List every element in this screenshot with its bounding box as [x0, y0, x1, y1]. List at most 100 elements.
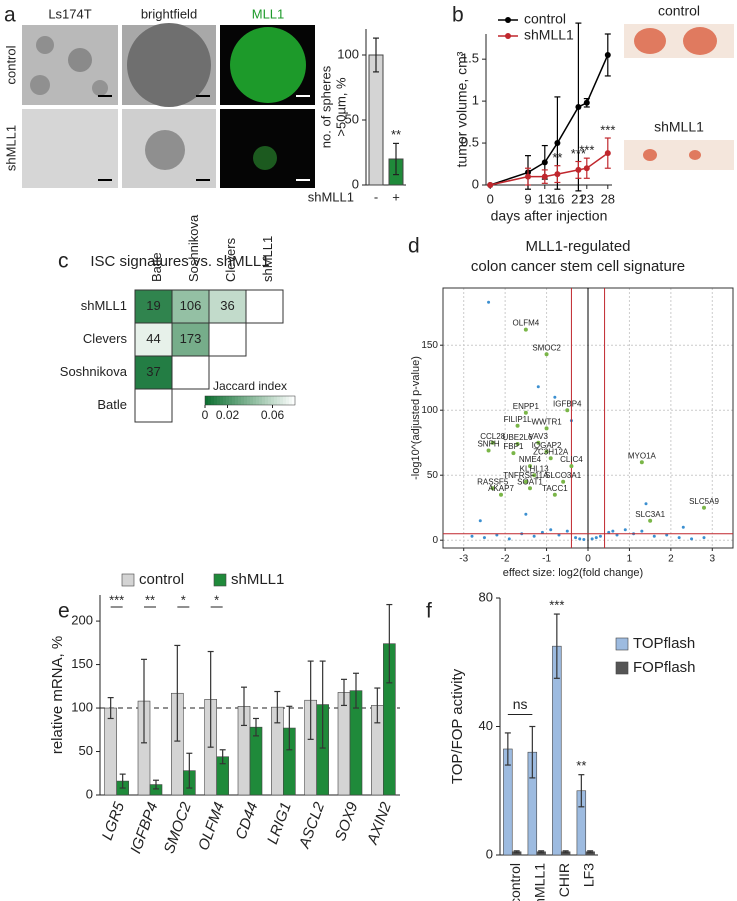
row-label: shMLL1	[3, 125, 18, 171]
x-tick-label: 23	[580, 191, 594, 206]
gene-label: SOAT1	[517, 477, 543, 486]
panel-label: e	[58, 600, 70, 623]
gene-label: SLC3A1	[635, 510, 665, 519]
sphere	[230, 27, 306, 103]
gene-point	[499, 492, 503, 497]
y-tick-label: 0	[472, 176, 479, 191]
x-tick-label: CHIR	[556, 863, 572, 897]
empty-cell	[245, 289, 284, 324]
gene-point	[639, 460, 644, 465]
panel-label: b	[452, 4, 464, 27]
colorbar-step	[247, 396, 251, 405]
x-tick-label: +	[392, 189, 400, 204]
colorbar-step	[250, 396, 254, 405]
y-axis-label: no. of spheres	[318, 65, 333, 148]
colorbar-step	[280, 396, 284, 405]
legend-label: shMLL1	[524, 27, 574, 43]
gene-point	[544, 426, 549, 431]
cell	[208, 289, 247, 324]
y-tick-label: 200	[71, 613, 93, 628]
panel-label: f	[426, 600, 432, 623]
gene-point	[544, 352, 549, 357]
point	[554, 171, 561, 178]
legend-label: TOPflash	[633, 635, 695, 652]
column-label: shMLL1	[260, 236, 275, 282]
panel-label: d	[408, 235, 420, 258]
gene-label: CCL28	[480, 432, 505, 441]
significance: **	[576, 758, 586, 773]
gene-label: CLIC4	[560, 455, 583, 464]
x-tick-label: 0	[585, 554, 591, 565]
colorbar-step	[256, 396, 260, 405]
point	[553, 395, 557, 399]
gene-point	[523, 327, 528, 332]
gene-label: NME4	[519, 455, 542, 464]
sphere	[253, 146, 277, 170]
y-tick-label: 0	[486, 846, 493, 861]
tumor	[683, 27, 717, 55]
legend-label: control	[139, 571, 184, 588]
y-axis-label: TOP/FOP activity	[449, 668, 466, 784]
gene-label: UBE2L6	[503, 433, 533, 442]
colorbar-step	[262, 396, 266, 405]
gene-point	[702, 505, 706, 510]
point	[487, 300, 491, 304]
column-label: Ls174T	[48, 6, 91, 21]
colorbar-step	[277, 396, 281, 405]
gene-label: TACC1	[542, 484, 568, 493]
significance: ***	[579, 143, 594, 158]
cell	[134, 289, 173, 324]
gene-label: IGFBP4	[553, 399, 582, 408]
cell-label: 19	[146, 298, 160, 313]
y-tick-label: 0.5	[461, 134, 479, 149]
colorbar-label: Jaccard index	[213, 379, 287, 393]
point	[583, 99, 590, 106]
colorbar-step	[226, 396, 230, 405]
photo	[624, 140, 734, 170]
colorbar-tick-label: 0	[202, 408, 209, 422]
colorbar-step	[268, 396, 272, 405]
gene-point	[515, 442, 520, 446]
cell	[134, 322, 173, 357]
y-tick-label: 100	[71, 699, 93, 714]
y-tick-label: 150	[421, 340, 438, 351]
gene-label: WWTR1	[531, 418, 562, 427]
point	[541, 159, 548, 166]
gene-point	[528, 464, 532, 469]
point	[578, 537, 582, 541]
point	[575, 103, 582, 110]
significance: ns	[513, 696, 528, 712]
empty-cell	[134, 388, 173, 423]
colorbar-step	[241, 396, 245, 405]
bar	[104, 707, 117, 796]
legend-swatch	[121, 573, 135, 587]
gene-point	[536, 440, 541, 445]
gene-point	[490, 486, 495, 491]
colorbar-tick-label: 0.06	[261, 408, 285, 422]
colorbar-step	[238, 396, 242, 405]
gene-point	[569, 464, 574, 469]
x-tick-label: LF3	[580, 863, 596, 887]
point	[644, 502, 648, 506]
gene-label: SLCO3A1	[545, 471, 582, 480]
legend-swatch	[615, 637, 629, 651]
y-tick-label: 1.5	[461, 51, 479, 66]
point	[604, 51, 611, 58]
point	[478, 519, 482, 523]
gene-label: SLC5A9	[689, 497, 719, 506]
gene-label: AKAP7	[488, 484, 514, 493]
x-tick-label: SMOC2	[161, 799, 195, 856]
cell-label: 36	[220, 298, 234, 313]
cell-label: 106	[180, 298, 202, 313]
sphere	[127, 23, 211, 107]
x-tick-label: OLFM4	[195, 800, 228, 853]
gene-point	[515, 423, 520, 428]
gene-point	[544, 449, 549, 454]
x-tick-label: 3	[710, 554, 716, 565]
tumor-photos	[624, 24, 734, 170]
cell	[171, 322, 210, 357]
colorbar-step	[253, 396, 257, 405]
point	[583, 165, 590, 172]
gene-label: FILIP1L	[504, 415, 533, 424]
x-tick-label: -	[374, 189, 378, 204]
